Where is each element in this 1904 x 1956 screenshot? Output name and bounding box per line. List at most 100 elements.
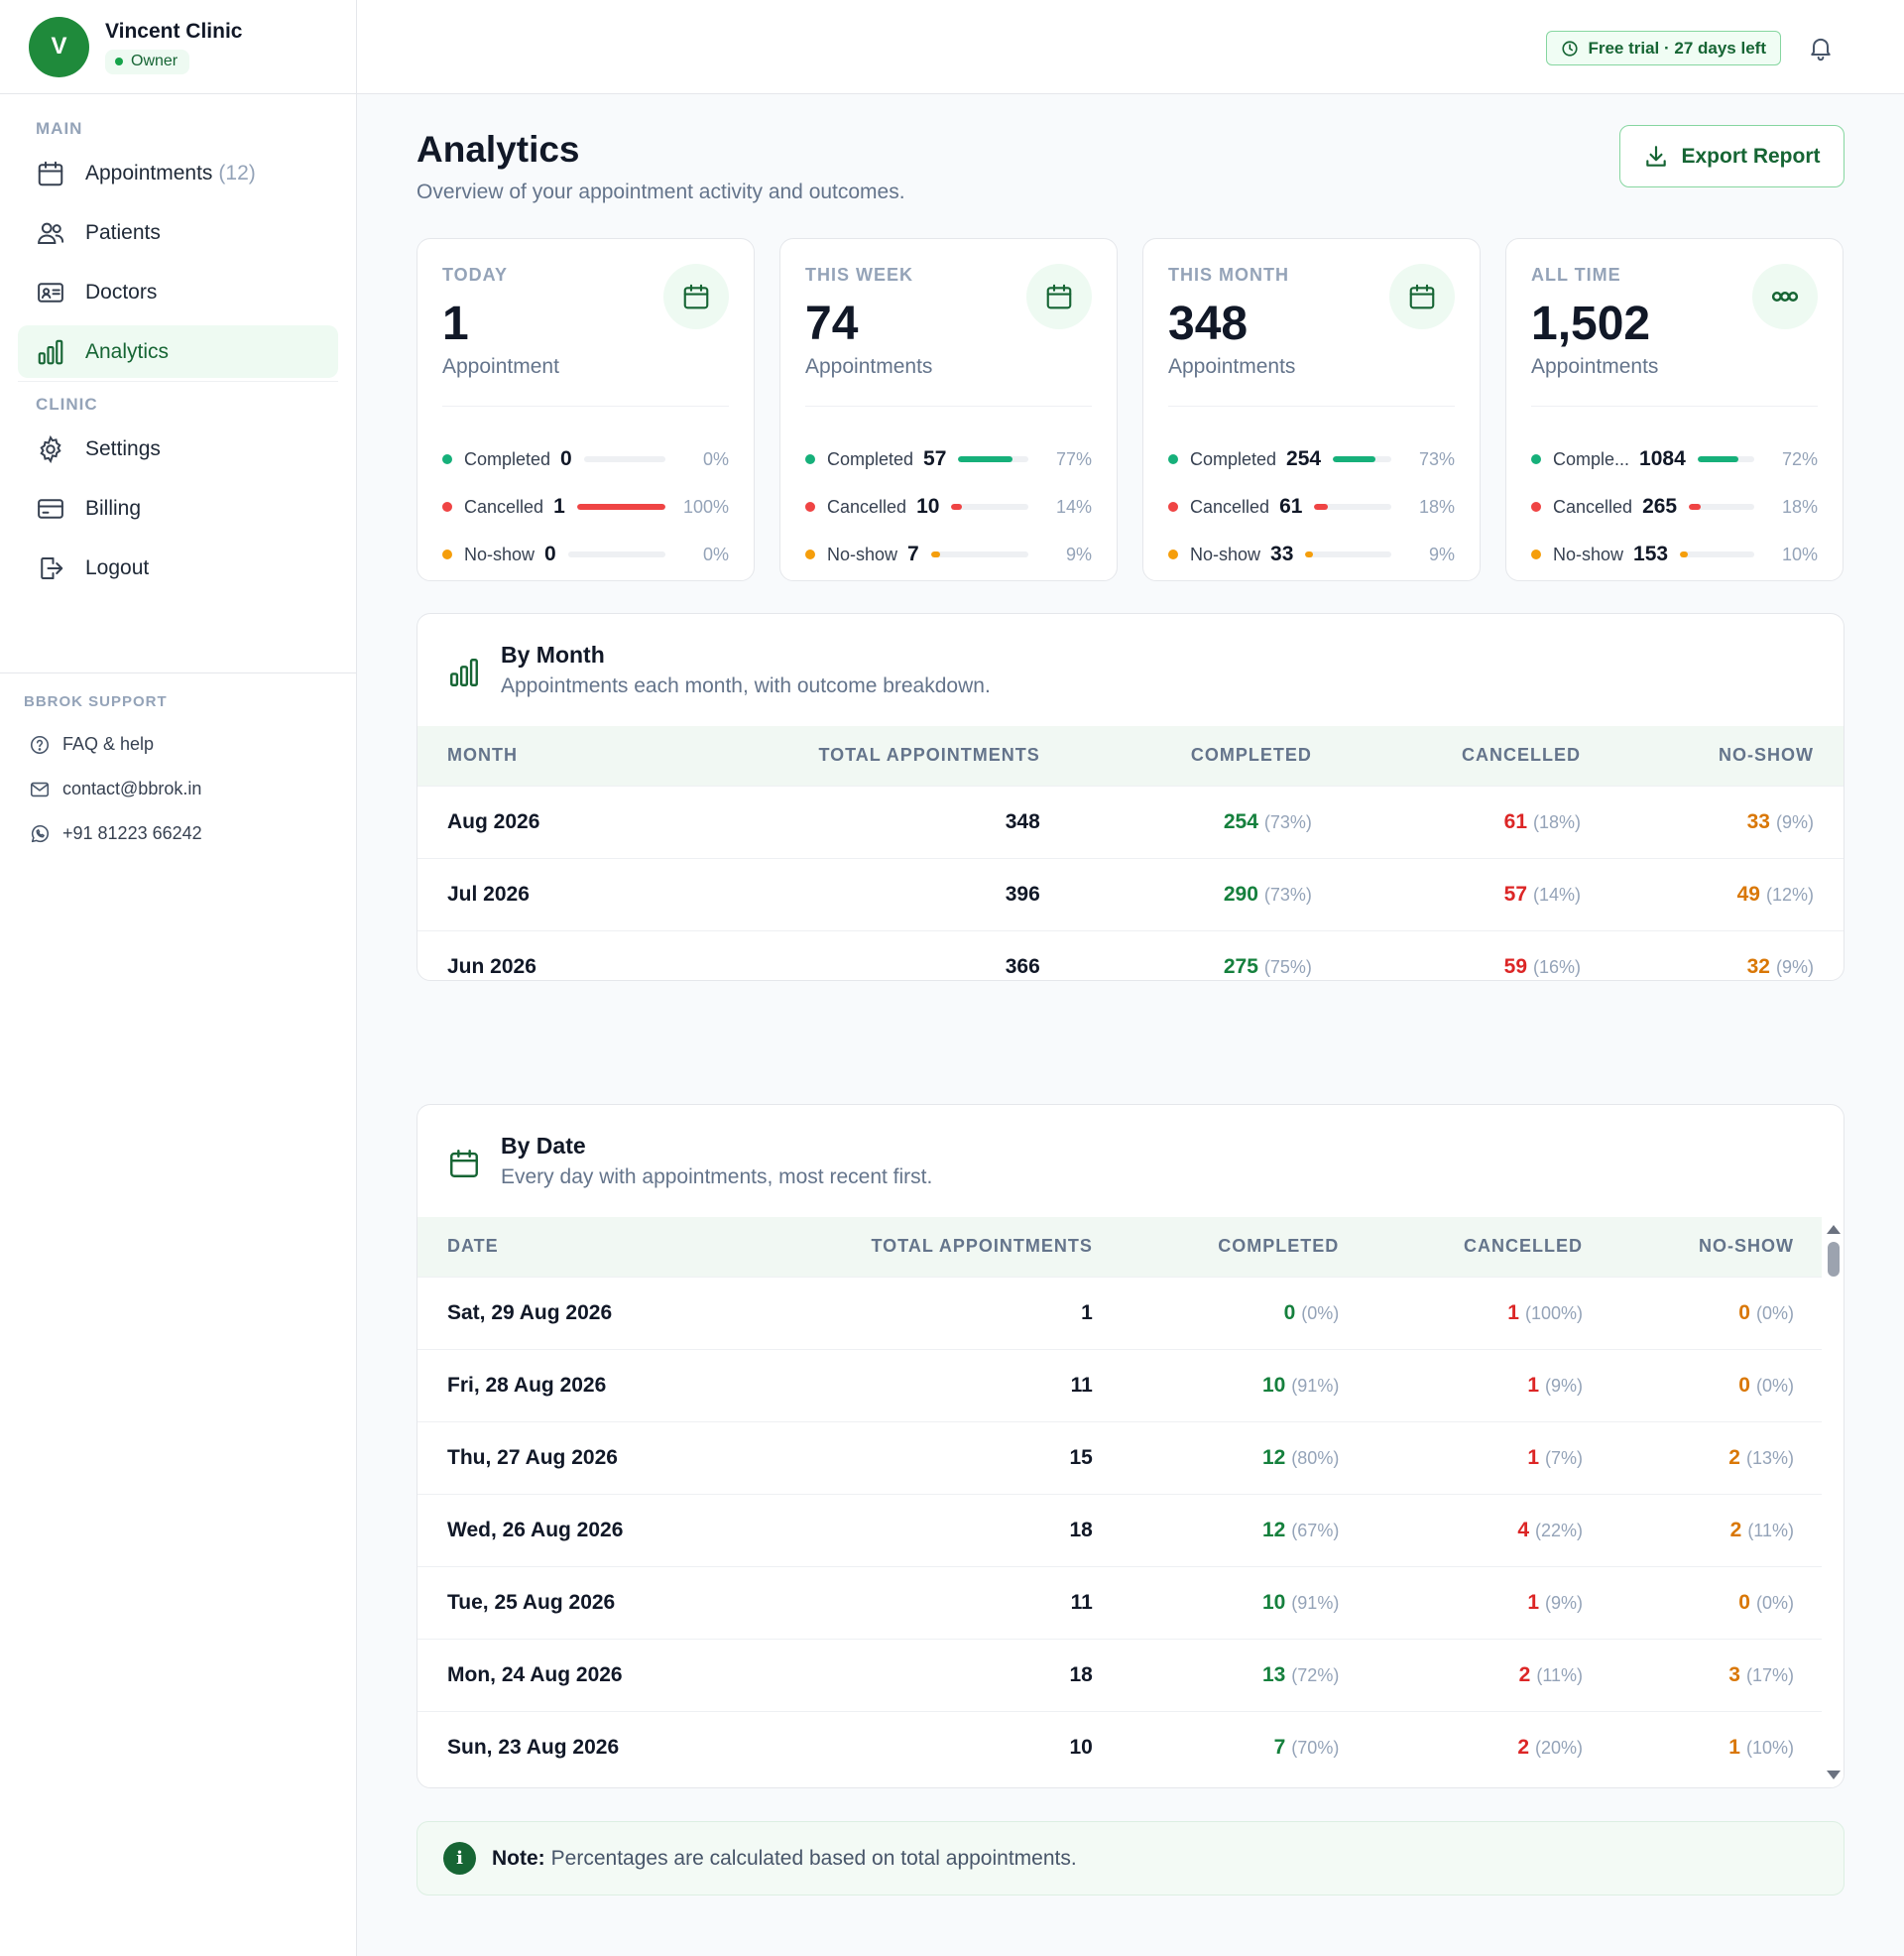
scrollbar[interactable] (1822, 1217, 1844, 1787)
by-date-scroll-area[interactable]: DATE TOTAL APPOINTMENTS COMPLETED CANCELLED… (417, 1217, 1824, 1783)
infinity-icon (1771, 292, 1799, 302)
support-email-link[interactable]: contact@bbrok.in (0, 767, 357, 811)
completed-cell: 13 (72%) (1122, 1638, 1369, 1711)
by-month-panel: By Month Appointments each month, with o… (416, 613, 1844, 981)
stat-card-unit: Appointments (1531, 355, 1659, 378)
sidebar-item-analytics[interactable]: Analytics (18, 325, 338, 378)
completed-percent: (0%) (1301, 1302, 1340, 1323)
bell-icon[interactable] (1807, 33, 1835, 62)
progress-fill (1333, 456, 1376, 462)
status-dot-icon (1168, 550, 1178, 559)
stat-card-label: TODAY (442, 265, 509, 285)
progress-bar (1680, 551, 1754, 557)
noshow-value: 3 (1728, 1662, 1740, 1686)
trial-badge[interactable]: Free trial · 27 days left (1546, 31, 1781, 65)
sidebar-item-billing[interactable]: Billing (18, 482, 338, 535)
divider (1168, 406, 1455, 407)
cancelled-percent: (18%) (1533, 811, 1582, 832)
scrollbar-thumb[interactable] (1828, 1242, 1840, 1277)
completed-cell: 12 (67%) (1122, 1493, 1369, 1566)
table-row[interactable]: Fri, 28 Aug 2026 11 10 (91%) 1 (9%) 0 (0%) (417, 1348, 1824, 1421)
role-label: Owner (131, 52, 178, 69)
sidebar-item-logout[interactable]: Logout (18, 542, 338, 594)
noshow-cell: 33 (9%) (1610, 785, 1844, 858)
stat-row-label: Completed (464, 448, 551, 469)
stat-card-value: 348 (1168, 298, 1249, 350)
by-month-subtitle: Appointments each month, with outcome br… (501, 674, 991, 697)
support-phone-link[interactable]: +91 81223 66242 (0, 811, 357, 856)
scroll-up-icon[interactable] (1827, 1225, 1841, 1234)
stat-row-percent: 0% (702, 448, 729, 469)
status-dot-icon (1168, 454, 1178, 464)
table-row[interactable]: Wed, 26 Aug 2026 18 12 (67%) 4 (22%) 2 (11%… (417, 1493, 1824, 1566)
cancelled-value: 4 (1517, 1518, 1529, 1541)
stat-card: THIS MONTH 348 Appointments Completed 25… (1142, 238, 1481, 581)
table-row[interactable]: Mon, 24 Aug 2026 18 13 (72%) 2 (11%) 3 (17%… (417, 1638, 1824, 1711)
table-row[interactable]: Tue, 25 Aug 2026 11 10 (91%) 1 (9%) 0 (0%) (417, 1565, 1824, 1639)
completed-percent: (70%) (1291, 1737, 1340, 1758)
table-row[interactable]: Jun 2026 366 275 (75%) 59 (16%) 32 (9%) (417, 929, 1844, 980)
noshow-value: 33 (1746, 809, 1770, 833)
stat-row-value: 0 (560, 447, 572, 470)
credit-card-icon (38, 498, 63, 519)
stat-breakdown: Completed 254 73% Cancelled 61 18% No-sh… (1168, 435, 1455, 578)
users-icon (38, 222, 64, 244)
completed-value: 254 (1223, 809, 1258, 833)
stat-card-label: THIS WEEK (805, 265, 914, 285)
stat-row: Completed 254 73% (1168, 435, 1455, 483)
noshow-percent: (0%) (1755, 1375, 1794, 1396)
clock-icon (1562, 40, 1579, 57)
stat-row-value: 10 (916, 495, 940, 518)
table-header-row: DATE TOTAL APPOINTMENTS COMPLETED CANCELLED… (417, 1217, 1824, 1277)
completed-value: 275 (1223, 954, 1258, 978)
avatar[interactable]: V (29, 16, 89, 77)
page-subtitle: Overview of your appointment activity an… (416, 181, 905, 203)
by-date-title: By Date (501, 1133, 586, 1159)
progress-bar (958, 456, 1028, 462)
table-row[interactable]: Thu, 27 Aug 2026 15 12 (80%) 1 (7%) 2 (13%) (417, 1420, 1824, 1494)
noshow-value: 0 (1738, 1373, 1750, 1397)
cancelled-value: 2 (1517, 1735, 1529, 1759)
sidebar-item-label: Patients (85, 220, 161, 244)
by-date-panel: By Date Every day with appointments, mos… (416, 1104, 1844, 1788)
stat-row-label: Cancelled (1553, 496, 1633, 517)
note-text: Percentages are calculated based on tota… (550, 1846, 1077, 1870)
export-report-button[interactable]: Export Report (1619, 125, 1844, 187)
support-title: BBROK SUPPORT (24, 693, 168, 710)
support-email-label: contact@bbrok.in (62, 779, 202, 798)
cancelled-cell: 2 (11%) (1368, 1638, 1613, 1711)
table-row[interactable]: Aug 2026 348 254 (73%) 61 (18%) 33 (9%) (417, 785, 1844, 858)
stat-row-value: 57 (923, 447, 947, 470)
support-faq-label: FAQ & help (62, 734, 155, 754)
noshow-value: 49 (1736, 882, 1760, 906)
total-cell: 10 (739, 1710, 1123, 1783)
column-header: TOTAL APPOINTMENTS (647, 726, 1070, 786)
sidebar-item-label: Doctors (85, 280, 158, 304)
table-row[interactable]: Sun, 23 Aug 2026 10 7 (70%) 2 (20%) 1 (10%) (417, 1710, 1824, 1783)
completed-cell: 7 (70%) (1122, 1710, 1369, 1783)
sidebar-item-patients[interactable]: Patients (18, 206, 338, 259)
cancelled-value: 2 (1518, 1662, 1531, 1686)
support-phone-label: +91 81223 66242 (62, 823, 202, 843)
progress-bar (576, 504, 665, 510)
sidebar-item-doctors[interactable]: Doctors (18, 266, 338, 318)
scroll-down-icon[interactable] (1827, 1771, 1841, 1779)
table-header-row: MONTH TOTAL APPOINTMENTS COMPLETED CANCELLE… (417, 726, 1844, 786)
info-icon: i (443, 1842, 476, 1875)
sidebar-item-appointments[interactable]: Appointments (12) (18, 147, 338, 199)
completed-percent: (73%) (1263, 811, 1312, 832)
divider (1531, 406, 1818, 407)
help-circle-icon (30, 735, 50, 754)
sidebar-item-settings[interactable]: Settings (18, 423, 338, 475)
table-row[interactable]: Jul 2026 396 290 (73%) 57 (14%) 49 (12%) (417, 857, 1844, 930)
divider (442, 406, 729, 407)
stat-row-percent: 100% (682, 496, 729, 517)
stat-card-value: 74 (805, 298, 859, 350)
support-faq-link[interactable]: FAQ & help (0, 722, 357, 767)
completed-percent: (91%) (1291, 1375, 1340, 1396)
table-row[interactable]: Sat, 29 Aug 2026 1 0 (0%) 1 (100%) 0 (0%) (417, 1276, 1824, 1349)
column-header: COMPLETED (1069, 726, 1342, 786)
cancelled-value: 1 (1527, 1590, 1539, 1614)
completed-value: 290 (1223, 882, 1258, 906)
status-dot-icon (805, 502, 815, 512)
